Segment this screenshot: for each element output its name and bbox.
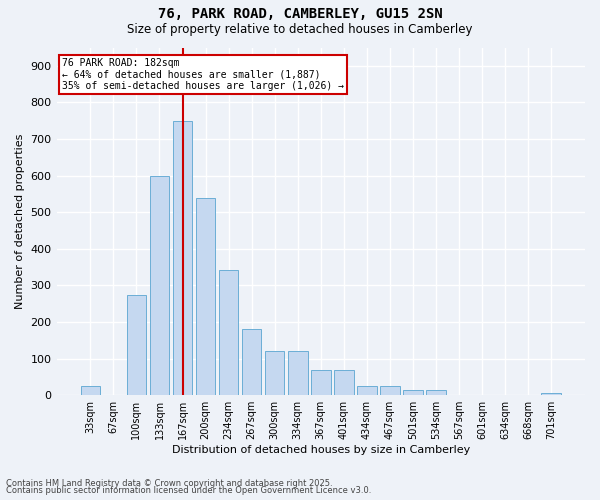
Bar — [380, 386, 400, 395]
Bar — [541, 394, 561, 395]
Bar — [403, 390, 423, 395]
Bar — [219, 270, 238, 395]
Bar — [196, 198, 215, 395]
Text: Size of property relative to detached houses in Camberley: Size of property relative to detached ho… — [127, 22, 473, 36]
Bar — [149, 176, 169, 395]
Text: Contains public sector information licensed under the Open Government Licence v3: Contains public sector information licen… — [6, 486, 371, 495]
Bar — [80, 386, 100, 395]
Bar — [265, 352, 284, 395]
Y-axis label: Number of detached properties: Number of detached properties — [15, 134, 25, 309]
Text: 76 PARK ROAD: 182sqm
← 64% of detached houses are smaller (1,887)
35% of semi-de: 76 PARK ROAD: 182sqm ← 64% of detached h… — [62, 58, 344, 91]
Bar — [311, 370, 331, 395]
Bar — [173, 120, 193, 395]
Bar — [288, 352, 308, 395]
Bar — [242, 330, 262, 395]
Bar — [127, 294, 146, 395]
Bar — [357, 386, 377, 395]
Bar — [426, 390, 446, 395]
Bar — [334, 370, 353, 395]
Text: 76, PARK ROAD, CAMBERLEY, GU15 2SN: 76, PARK ROAD, CAMBERLEY, GU15 2SN — [158, 8, 442, 22]
X-axis label: Distribution of detached houses by size in Camberley: Distribution of detached houses by size … — [172, 445, 470, 455]
Text: Contains HM Land Registry data © Crown copyright and database right 2025.: Contains HM Land Registry data © Crown c… — [6, 478, 332, 488]
